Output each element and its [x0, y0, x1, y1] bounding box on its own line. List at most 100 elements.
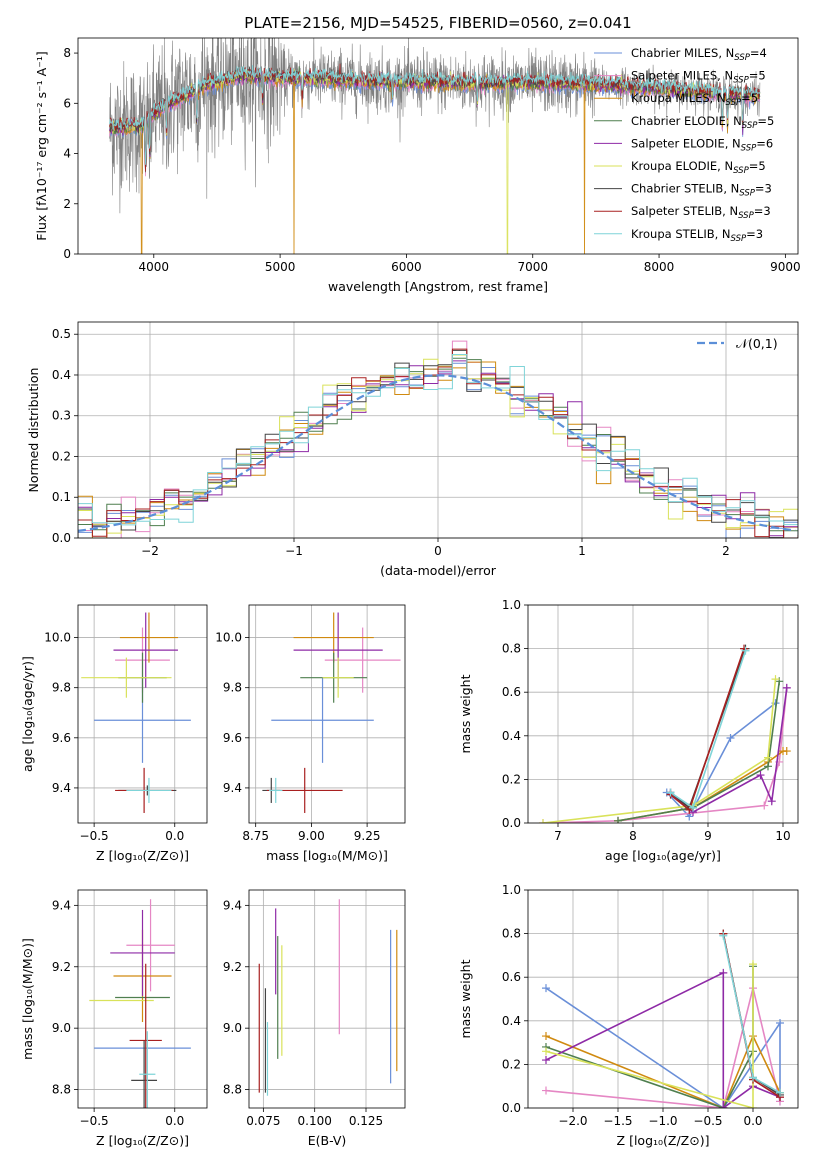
x-tick-label: 1 — [578, 544, 586, 558]
legend-entry: Salpeter STELIB, NSSP=3 — [631, 204, 771, 221]
x-tick-label: 4000 — [139, 260, 170, 274]
y-axis-label: Normed distribution — [26, 368, 41, 493]
weight-marker — [719, 931, 728, 940]
weight-line-3 — [617, 681, 781, 822]
axes-frame — [248, 889, 406, 1109]
y-tick-label: 2 — [63, 197, 71, 211]
weight-line-2 — [545, 1034, 781, 1108]
y-tick-label: 9.4 — [223, 898, 242, 912]
y-tick-label: 9.6 — [223, 731, 242, 745]
weight-marker — [749, 960, 757, 969]
plot-area — [81, 612, 191, 813]
y-axis-label: age [log₁₀(age/yr)] — [20, 656, 35, 772]
weight-marker — [740, 644, 748, 653]
y-tick-label: 6 — [63, 96, 71, 110]
y-tick-label: 0.0 — [502, 816, 521, 830]
x-tick-label: −0.5 — [80, 1114, 109, 1128]
x-tick-label: 9.25 — [354, 829, 381, 843]
figure-title: PLATE=2156, MJD=54525, FIBERID=0560, z=0… — [244, 14, 631, 32]
x-tick-label: 0 — [434, 544, 442, 558]
weight-marker — [542, 1047, 550, 1056]
x-tick-label: 9 — [704, 829, 712, 843]
y-tick-label: 10.0 — [44, 631, 71, 645]
y-tick-label: 9.2 — [223, 960, 242, 974]
legend-entry: Chabrier MILES, NSSP=4 — [631, 46, 767, 63]
x-axis-label: (data-model)/error — [380, 563, 497, 578]
errorbar-point — [139, 1031, 156, 1108]
normal-reference-curve — [78, 374, 796, 532]
axes-frame — [77, 889, 208, 1109]
panel-z-weight: −2.0 −1.5 −1.0 −0.5 0.0 0.0 0.2 0.4 0.6 0.8 1.0 Z [… — [458, 883, 799, 1148]
axes-frame — [77, 37, 799, 255]
axes-frame — [527, 889, 799, 1109]
y-axis-label: mass weight — [458, 674, 473, 753]
x-tick-label: 0.0 — [165, 829, 184, 843]
y-tick-label: 0.2 — [502, 1057, 521, 1071]
weight-line-0 — [666, 702, 776, 818]
x-tick-label: 9.00 — [298, 829, 325, 843]
plot-area — [258, 899, 398, 1096]
y-tick-label: 0.8 — [502, 927, 521, 941]
weight-marker — [749, 1073, 757, 1082]
weight-marker — [775, 677, 784, 686]
weight-marker — [542, 984, 550, 993]
weight-line-5 — [545, 964, 754, 1108]
y-tick-label: 10.0 — [215, 631, 242, 645]
errorbar-point — [126, 899, 175, 992]
y-tick-label: 0.0 — [502, 1101, 521, 1115]
plot-area — [262, 612, 401, 813]
x-tick-label: −1.0 — [648, 1114, 677, 1128]
x-tick-label: 8000 — [644, 260, 675, 274]
legend-entry: 𝒩(0,1) — [736, 336, 778, 351]
x-axis-label: Z [log₁₀(Z/Z⊙)] — [617, 1133, 710, 1148]
errorbar-point — [126, 777, 172, 803]
errorbar-point — [269, 777, 283, 803]
y-tick-label: 9.8 — [223, 681, 242, 695]
legend-entry: Kroupa ELODIE, NSSP=5 — [631, 159, 766, 176]
x-tick-label: 10 — [775, 829, 790, 843]
y-tick-label: 0.5 — [52, 327, 71, 341]
errorbar-point — [271, 677, 374, 763]
x-tick-label: 8.75 — [242, 829, 269, 843]
errorbar-point — [324, 627, 401, 693]
x-axis-label: E(B-V) — [308, 1133, 347, 1148]
y-tick-label: 9.4 — [52, 898, 71, 912]
x-tick-label: 0.125 — [349, 1114, 383, 1128]
y-tick-label: 1.0 — [502, 598, 521, 612]
weight-marker — [764, 762, 772, 771]
weight-marker — [741, 646, 750, 655]
weight-marker — [767, 797, 776, 806]
y-tick-label: 9.0 — [52, 1021, 71, 1035]
x-tick-label: 0.0 — [165, 1114, 184, 1128]
x-tick-label: 0.100 — [298, 1114, 332, 1128]
panel-spectrum: 4000 5000 6000 7000 8000 9000 0 2 4 6 8 wavelength … — [34, 37, 801, 294]
weight-line-0 — [545, 987, 781, 1108]
y-axis-label: Flux [fλ10⁻¹⁷ erg cm⁻² s⁻¹ A⁻¹] — [34, 51, 49, 240]
y-axis-label: mass weight — [458, 959, 473, 1038]
legend-entry: Salpeter ELODIE, NSSP=6 — [631, 136, 773, 153]
weight-marker — [539, 819, 547, 823]
x-tick-label: 2 — [722, 544, 730, 558]
x-tick-label: 0.0 — [743, 1114, 762, 1128]
y-tick-label: 0.6 — [502, 685, 521, 699]
x-tick-label: 7 — [554, 829, 562, 843]
x-tick-label: 7000 — [517, 260, 548, 274]
weight-line-3 — [545, 966, 754, 1108]
plot-area — [78, 340, 798, 538]
x-tick-label: 0.075 — [246, 1114, 280, 1128]
y-tick-label: 0 — [63, 247, 71, 261]
weight-marker — [776, 1018, 784, 1027]
errorbar-point — [81, 657, 172, 698]
axes-frame — [527, 604, 799, 824]
x-tick-label: −2 — [141, 544, 159, 558]
x-axis-label: age [log₁₀(age/yr)] — [605, 848, 721, 863]
weight-marker — [756, 771, 765, 780]
axes-frame — [77, 321, 799, 539]
y-tick-label: 0.3 — [52, 409, 71, 423]
weight-marker — [666, 788, 675, 797]
panel-z-mass: −0.5 0.0 8.8 9.0 9.2 9.4 Z [log₁₀(Z/Z⊙)] mass [… — [20, 889, 208, 1148]
y-tick-label: 0.2 — [502, 772, 521, 786]
weight-marker — [719, 968, 728, 977]
x-axis-label: mass [log₁₀(M/M⊙)] — [266, 848, 388, 863]
weight-marker — [719, 1104, 728, 1108]
